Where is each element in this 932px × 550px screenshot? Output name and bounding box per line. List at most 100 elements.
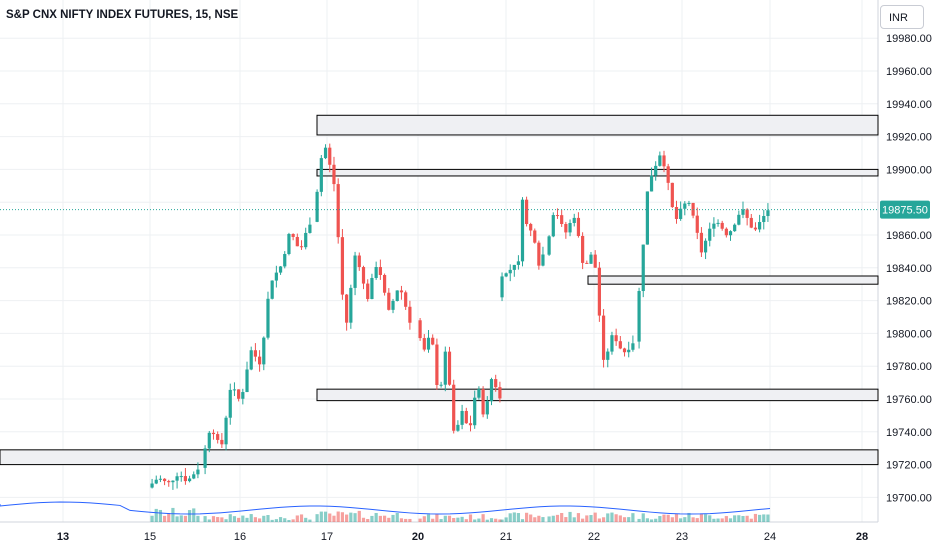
candle-body — [645, 191, 649, 245]
candle-body — [431, 337, 435, 345]
volume-bar — [610, 512, 614, 522]
candle-body — [353, 255, 357, 288]
candle-body — [753, 227, 758, 230]
candle-body — [654, 165, 658, 176]
volume-bar — [473, 519, 477, 522]
y-tick-label: 19800.00 — [886, 328, 932, 340]
candle-body — [637, 291, 641, 342]
volume-bar — [622, 517, 627, 522]
volume-bar — [224, 519, 228, 522]
candle-body — [749, 217, 753, 228]
candle-body — [627, 349, 631, 353]
candle-body — [382, 274, 387, 293]
candle-body — [485, 401, 489, 415]
volume-bar — [245, 517, 249, 522]
candle-body — [278, 266, 283, 273]
last-price-label: 19875.50 — [882, 205, 928, 217]
volume-bar — [541, 517, 545, 522]
volume-bar — [328, 513, 332, 522]
candle-body — [622, 348, 627, 353]
candle-body — [408, 306, 412, 323]
volume-bar — [382, 515, 387, 522]
zone-rectangle[interactable] — [316, 114, 879, 136]
zone-rectangle[interactable] — [0, 449, 879, 466]
volume-bar — [666, 514, 670, 522]
volume-bar — [262, 515, 266, 522]
zone-rectangle[interactable] — [316, 168, 879, 177]
candle-body — [319, 158, 323, 192]
candle-body — [452, 384, 456, 431]
volume-bar — [211, 516, 216, 522]
volume-bar — [687, 512, 691, 522]
candle-body — [253, 350, 258, 357]
candle-body — [158, 478, 163, 480]
candle-body — [733, 224, 737, 232]
candle-body — [391, 300, 395, 310]
volume-bar — [597, 518, 601, 522]
volume-bar — [249, 514, 253, 522]
candle-body — [304, 232, 308, 248]
candle-body — [614, 335, 618, 342]
y-tick-label: 19940.00 — [886, 99, 932, 111]
volume-bar — [374, 512, 378, 522]
candle-body — [529, 224, 533, 231]
volume-bar — [443, 515, 447, 522]
volume-bar — [551, 515, 555, 522]
volume-bar — [431, 518, 435, 522]
volume-bar — [589, 515, 593, 522]
candle-body — [670, 182, 674, 208]
volume-bar — [323, 511, 328, 522]
volume-bar — [601, 517, 606, 522]
candle-body — [703, 240, 708, 253]
volume-bar — [418, 518, 422, 522]
candle-body — [299, 246, 304, 248]
volume-bar — [349, 512, 353, 522]
volume-bar — [485, 519, 489, 522]
y-tick-label: 19900.00 — [886, 164, 932, 176]
volume-bar — [662, 514, 666, 522]
volume-bar — [404, 518, 408, 522]
volume-bar — [637, 518, 641, 522]
volume-bar — [167, 513, 171, 522]
candle-body — [262, 337, 266, 365]
volume-bar — [192, 508, 196, 522]
y-tick-label: 19740.00 — [886, 427, 932, 439]
y-tick-label: 19980.00 — [886, 33, 932, 45]
candle-body — [541, 254, 545, 266]
volume-bar — [606, 513, 610, 522]
volume-bar — [274, 519, 278, 522]
candle-body — [456, 424, 460, 431]
volume-bar — [708, 515, 712, 522]
volume-bar — [504, 517, 508, 522]
candle-body — [328, 147, 332, 165]
volume-bar — [695, 518, 699, 522]
volume-bar — [270, 519, 274, 522]
volume-bar — [283, 518, 287, 522]
zone-rectangle[interactable] — [316, 388, 879, 402]
y-tick-label: 19720.00 — [886, 460, 932, 472]
candle-body — [745, 209, 749, 218]
zone-rectangle[interactable] — [587, 275, 879, 285]
volume-bar — [304, 517, 308, 522]
volume-bar — [508, 513, 512, 522]
volume-bar — [712, 518, 716, 522]
volume-bar — [399, 518, 404, 522]
candle-body — [533, 230, 537, 243]
volume-bar — [593, 512, 597, 522]
candle-body — [649, 175, 654, 192]
candle-body — [662, 155, 666, 167]
candle-body — [357, 255, 361, 268]
candle-body — [708, 228, 712, 241]
volume-bar — [460, 516, 464, 522]
candle-body — [257, 356, 262, 365]
volume-bar — [319, 511, 323, 522]
currency-selector[interactable]: INR — [880, 5, 924, 29]
volume-bar — [512, 512, 516, 522]
volume-bar — [287, 519, 291, 522]
volume-bar — [378, 515, 382, 522]
volume-bar — [278, 517, 283, 522]
volume-bar — [533, 517, 537, 522]
candle-body — [464, 410, 468, 424]
candle-body — [560, 215, 564, 225]
